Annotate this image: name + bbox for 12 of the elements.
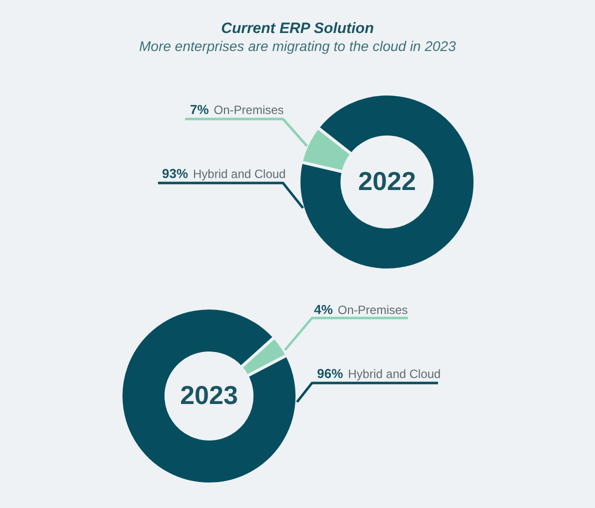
chart-title: Current ERP Solution bbox=[221, 20, 374, 37]
slice-label: Hybrid and Cloud bbox=[348, 367, 441, 381]
slice-label: On-Premises bbox=[214, 103, 284, 117]
data-label: 7% bbox=[190, 102, 210, 117]
chart-subtitle: More enterprises are migrating to the cloud in 2023 bbox=[139, 38, 456, 54]
data-label: 96% bbox=[317, 366, 344, 381]
data-label: 93% bbox=[162, 166, 188, 181]
text: 2023 bbox=[180, 380, 238, 410]
slice-label: On-Premises bbox=[338, 303, 408, 317]
text: 2022 bbox=[358, 166, 416, 196]
slice-label: Hybrid and Cloud bbox=[193, 167, 286, 181]
data-label: 4% bbox=[314, 302, 334, 317]
